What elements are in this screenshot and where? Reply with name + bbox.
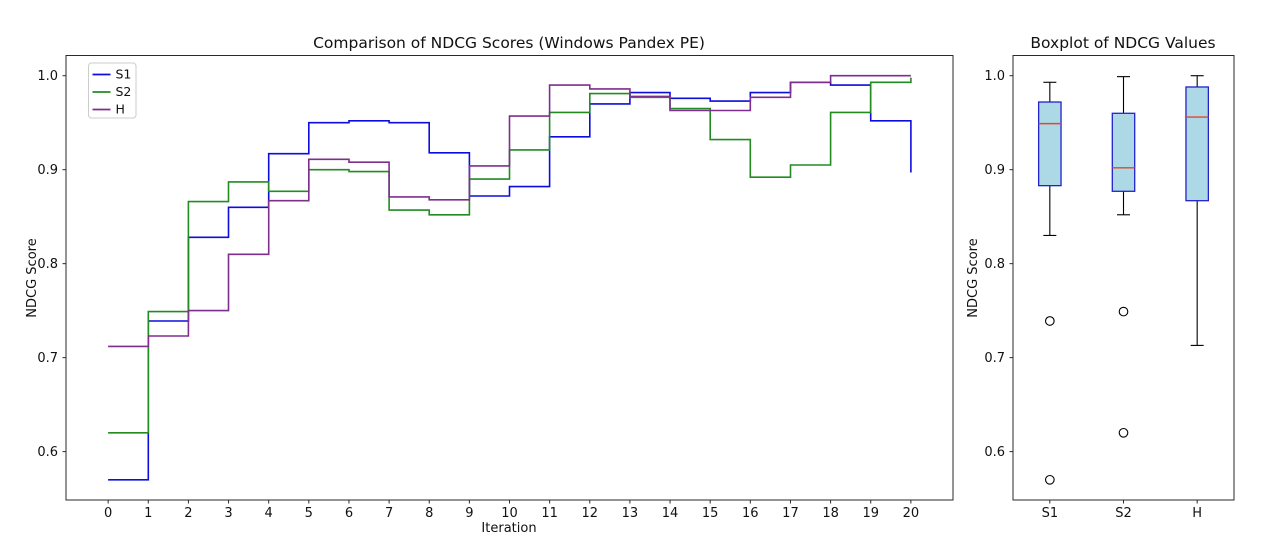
outlier-S2	[1118, 427, 1129, 438]
y-tick-label: 0.7	[984, 351, 1005, 366]
box-S2	[1111, 112, 1136, 192]
y-tick-label: 0.6	[984, 445, 1005, 460]
right-chart-title: Boxplot of NDCG Values	[1030, 34, 1215, 52]
legend-label-S2: S2	[116, 84, 132, 99]
left-chart-xlabel: Iteration	[481, 521, 536, 536]
x-tick-label: 17	[782, 506, 799, 521]
x-tick-label: 10	[501, 506, 518, 521]
legend: S1 S2 H	[88, 62, 137, 119]
x-tick-label: 4	[265, 506, 273, 521]
y-tick-label: 0.7	[37, 351, 58, 366]
x-tick-label: 5	[305, 506, 313, 521]
step-chart: 0 1 2 3 4 5 6 7 8 9 10 11 12 13 14 15 16 17 18 19 201.00.90.…	[37, 55, 954, 521]
y-tick-label: 0.8	[37, 257, 58, 272]
outlier-S1	[1044, 316, 1055, 326]
box-chart: 1.0 0.9 0.8 0.7 0.6 S1 S2 H	[984, 55, 1235, 521]
x-tick-label: H	[1192, 506, 1202, 521]
y-tick-label: 0.8	[984, 257, 1005, 272]
outlier-S2	[1118, 306, 1129, 317]
x-tick-label: 7	[385, 506, 393, 521]
y-tick-label: 1.0	[984, 69, 1005, 84]
left-chart-title: Comparison of NDCG Scores (Windows Pande…	[313, 34, 705, 52]
y-tick-label: 0.9	[984, 163, 1005, 178]
x-tick-label: 18	[822, 506, 839, 521]
right-chart-ylabel: NDCG Score	[966, 238, 981, 317]
x-tick-label: S1	[1042, 506, 1059, 521]
outlier-S1	[1044, 474, 1055, 485]
x-tick-label: 15	[702, 506, 719, 521]
x-tick-label: 8	[425, 506, 433, 521]
x-tick-label: 19	[862, 506, 879, 521]
x-tick-label: 11	[541, 506, 558, 521]
x-tick-label: 9	[465, 506, 473, 521]
y-tick-label: 1.0	[37, 69, 58, 84]
legend-box	[88, 62, 137, 119]
x-tick-label: 2	[184, 506, 192, 521]
box-S1	[1037, 101, 1062, 187]
series-line-H	[108, 74, 911, 348]
x-tick-label: 13	[622, 506, 639, 521]
x-tick-label: 6	[345, 506, 353, 521]
x-tick-label: 20	[903, 506, 920, 521]
x-tick-label: 16	[742, 506, 759, 521]
y-tick-label: 0.6	[37, 445, 58, 460]
y-tick-label: 0.9	[37, 163, 58, 178]
x-tick-label: 3	[224, 506, 232, 521]
legend-label-S1: S1	[116, 67, 132, 82]
left-chart-ylabel: NDCG Score	[25, 238, 40, 317]
x-tick-label: 0	[104, 506, 112, 521]
x-tick-label: S2	[1115, 506, 1132, 521]
box-H	[1185, 86, 1210, 202]
x-tick-label: 12	[581, 506, 598, 521]
x-tick-label: 14	[662, 506, 679, 521]
legend-label-H: H	[116, 102, 125, 117]
x-tick-label: 1	[144, 506, 152, 521]
